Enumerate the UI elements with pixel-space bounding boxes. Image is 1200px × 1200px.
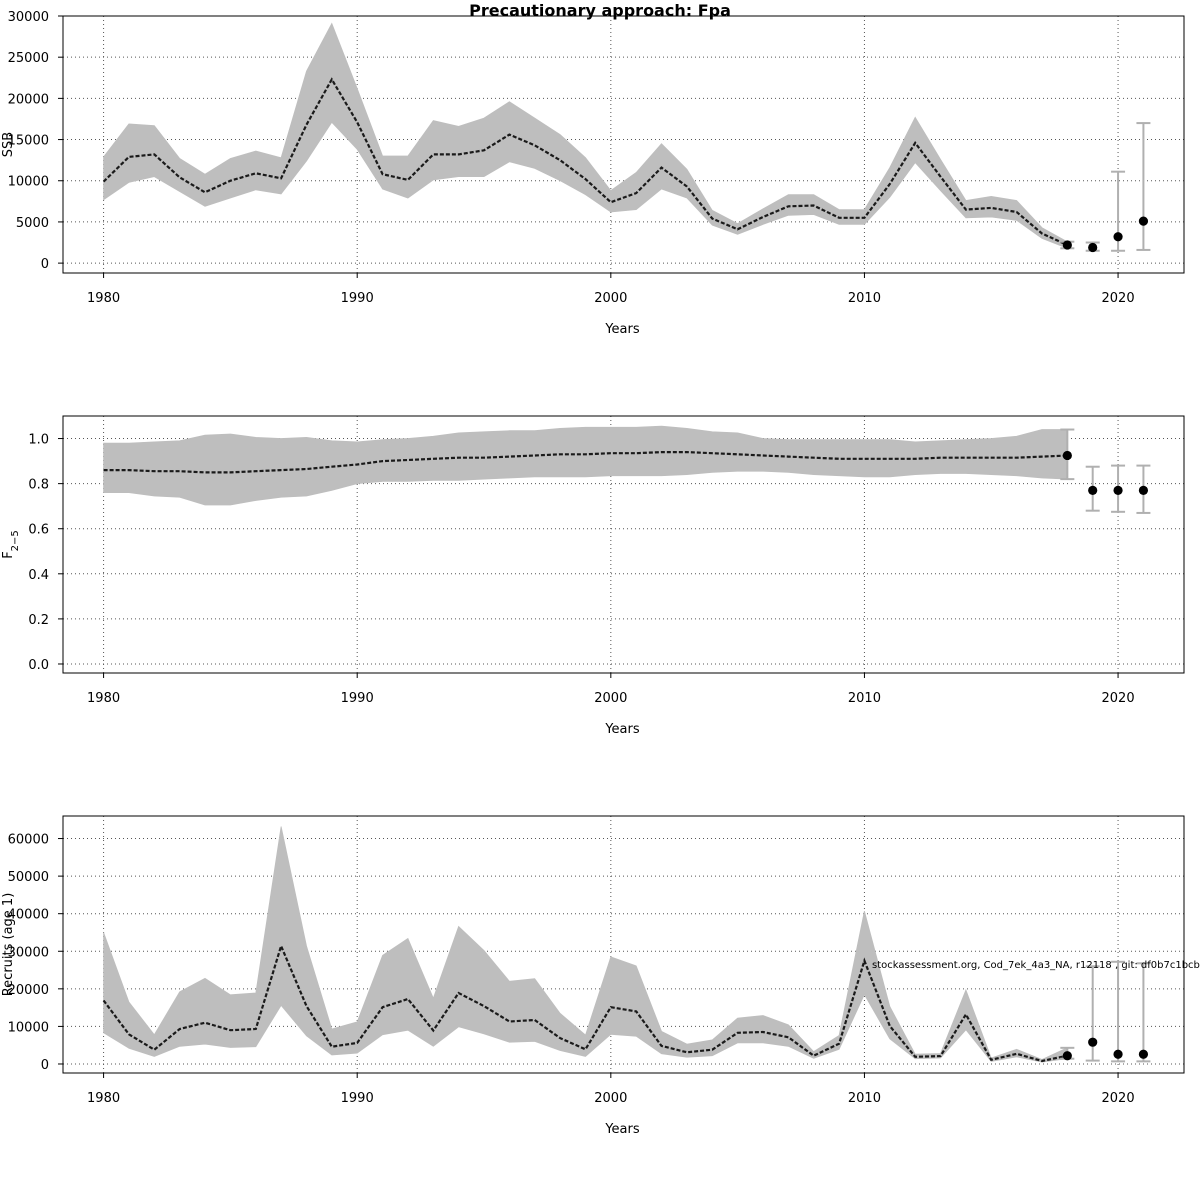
fbar-forecast-point xyxy=(1138,485,1149,495)
ssb-forecast-point xyxy=(1062,240,1072,250)
recruits-ytick-label: 30000 xyxy=(8,945,49,960)
ssb-ytick-label: 0 xyxy=(41,257,49,272)
recruits-forecast-point xyxy=(1088,1037,1098,1047)
fbar-xaxis-label: Years xyxy=(604,722,640,737)
chart-title: Precautionary approach: Fpa xyxy=(469,1,731,20)
ssb-panel: 1980 1990 2000 2010 2020 0 5000 10000 15000 20000… xyxy=(1,10,1185,337)
recruits-xaxis-label: Years xyxy=(604,1122,640,1137)
ssb-forecast-point xyxy=(1138,216,1149,226)
ssb-yaxis-label: SSB xyxy=(1,132,16,157)
fbar-forecast-point xyxy=(1088,485,1098,495)
recruits-estimate-line xyxy=(102,942,1068,1063)
fbar-confidence-band xyxy=(103,425,1068,506)
ssb-ytick-label: 30000 xyxy=(8,10,49,25)
ssb-ytick-label: 5000 xyxy=(16,216,49,231)
recruits-ytick-label: 60000 xyxy=(8,833,49,848)
fbar-ytick-label: 0.6 xyxy=(28,523,49,538)
ssb-forecast-point xyxy=(1088,242,1098,253)
ssb-xtick-label: 1980 xyxy=(87,291,120,306)
fbar-xtick-label: 2000 xyxy=(594,691,627,706)
ssb-ytick-label: 20000 xyxy=(8,92,49,107)
ssb-xtick-label: 2010 xyxy=(848,291,881,306)
recruits-panel: 1980 1990 2000 2010 2020 0 10000 20000 30000 4000… xyxy=(1,815,1185,1137)
recruits-xtick-label: 2010 xyxy=(848,1091,881,1106)
fbar-yaxis-label-subscript: 2−5 xyxy=(10,530,21,551)
fbar-ytick-label: 0.0 xyxy=(28,658,49,673)
fbar-ytick-label: 0.2 xyxy=(28,613,49,628)
recruits-xtick-label: 2000 xyxy=(594,1091,627,1106)
recruits-ytick-label: 0 xyxy=(41,1058,49,1073)
ssb-ytick-label: 25000 xyxy=(8,51,49,66)
fbar-forecast-point xyxy=(1062,450,1072,461)
recruits-ytick-label: 50000 xyxy=(8,870,49,885)
ssb-forecast-point xyxy=(1113,232,1123,242)
recruits-confidence-band xyxy=(103,826,1068,1063)
recruits-xtick-label: 2020 xyxy=(1102,1091,1135,1106)
recruits-yaxis-label: Recruits (age 1) xyxy=(1,893,16,997)
recruits-forecast-point xyxy=(1113,1049,1123,1059)
recruits-ytick-label: 10000 xyxy=(8,1020,49,1035)
fbar-estimate-line xyxy=(103,451,1068,474)
recruits-ytick-label: 20000 xyxy=(8,983,49,998)
ssb-xtick-label: 2000 xyxy=(594,291,627,306)
recruits-forecast-point xyxy=(1138,1049,1149,1059)
fbar-ytick-label: 0.8 xyxy=(28,478,49,493)
ssb-xtick-label: 2020 xyxy=(1102,291,1135,306)
recruits-xtick-label: 1990 xyxy=(341,1091,374,1106)
fbar-forecast-point xyxy=(1113,485,1123,495)
ssb-confidence-band xyxy=(103,22,1068,249)
fbar-xtick-label: 1990 xyxy=(341,691,374,706)
fbar-plot-frame xyxy=(62,415,1185,674)
ssb-xaxis-label: Years xyxy=(604,322,640,337)
panels-group: 1980 1990 2000 2010 202005000100001500020000… xyxy=(1,10,1185,1137)
fbar-ytick-label: 1.0 xyxy=(28,433,49,448)
recruits-plot-frame xyxy=(62,815,1185,1074)
fbar-yaxis-label: F2−5 xyxy=(1,530,21,559)
source-note: stockassessment.org, Cod_7ek_4a3_NA, r12… xyxy=(872,960,1200,971)
fbar-panel: 1980 1990 2000 2010 2020 0.0 0.2 0.4 0.6 0.8 1.0 Ye… xyxy=(1,415,1185,737)
fbar-xtick-label: 2010 xyxy=(848,691,881,706)
recruits-ytick-label: 40000 xyxy=(8,908,49,923)
recruits-forecast-point xyxy=(1062,1051,1072,1061)
ssb-estimate-line xyxy=(102,77,1068,247)
fbar-ytick-label: 0.4 xyxy=(28,568,49,583)
ssb-ytick-label: 15000 xyxy=(8,134,49,149)
ssb-plot-frame xyxy=(62,15,1185,274)
fbar-xtick-label: 1980 xyxy=(87,691,120,706)
fbar-xtick-label: 2020 xyxy=(1102,691,1135,706)
recruits-xtick-label: 1980 xyxy=(87,1091,120,1106)
ssb-ytick-label: 10000 xyxy=(8,175,49,190)
ssb-xtick-label: 1990 xyxy=(341,291,374,306)
